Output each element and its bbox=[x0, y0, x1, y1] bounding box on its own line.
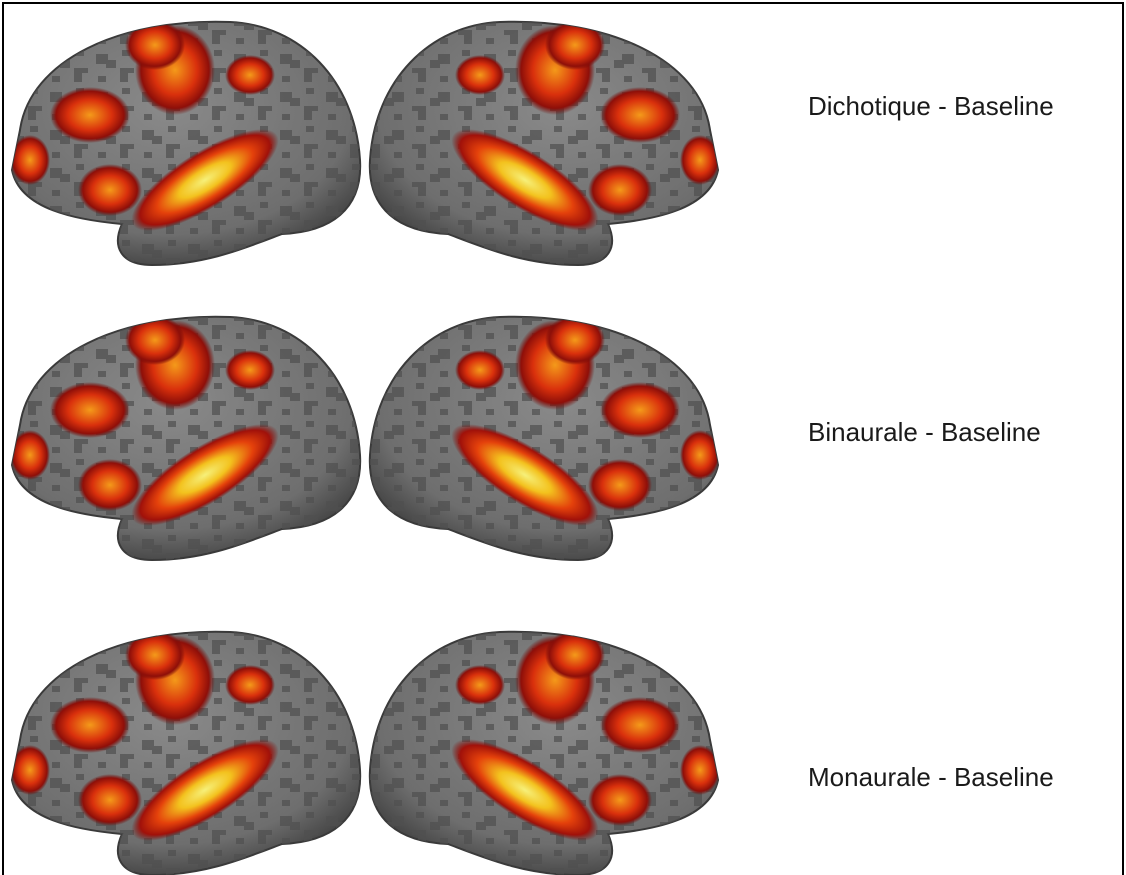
left-hemisphere bbox=[0, 620, 370, 875]
left-hemisphere bbox=[0, 10, 370, 270]
condition-label: Dichotique - Baseline bbox=[808, 91, 1054, 121]
right-hemisphere bbox=[360, 305, 730, 565]
condition-label: Monaurale - Baseline bbox=[808, 762, 1054, 792]
right-hemisphere bbox=[360, 620, 730, 875]
right-hemisphere bbox=[360, 10, 730, 270]
left-hemisphere bbox=[0, 305, 370, 565]
condition-label: Binaurale - Baseline bbox=[808, 417, 1041, 447]
